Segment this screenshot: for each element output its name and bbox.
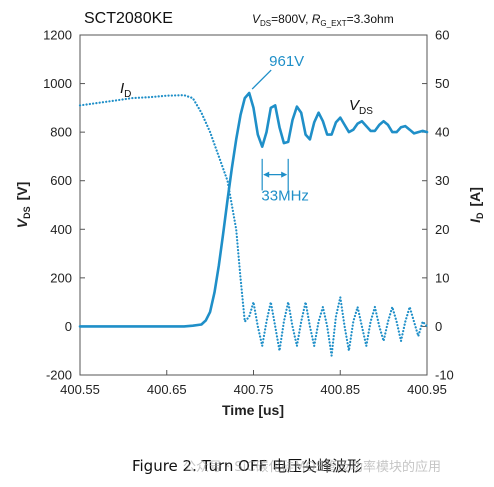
right-y-tick-label: 10 xyxy=(435,270,449,285)
right-y-tick-label: 40 xyxy=(435,125,449,140)
right-y-axis-ticks: -10 0 10 20 30 40 50 60 xyxy=(422,28,454,383)
right-y-tick-label: -10 xyxy=(435,368,454,383)
x-axis-label: Time [us] xyxy=(222,402,284,418)
peak-arrow xyxy=(251,69,272,90)
left-y-axis-label: VDS[V] xyxy=(14,182,32,229)
left-y-tick-label: 1200 xyxy=(43,28,72,43)
series-group xyxy=(78,91,429,357)
period-arrowhead-right xyxy=(281,171,288,178)
series-label-vds: VDS xyxy=(349,97,373,117)
watermark: 公众号 · SiC碳化硅MOS管及功率模块的应用 xyxy=(183,460,442,475)
x-tick-label: 400.85 xyxy=(320,382,360,397)
x-axis-ticks: 400.55 400.65 400.75 400.85 400.95 xyxy=(60,370,447,397)
series-line-vds xyxy=(78,91,429,328)
annotations: 961V 33MHz xyxy=(251,53,309,205)
x-tick-label: 400.65 xyxy=(147,382,187,397)
x-tick-label: 400.95 xyxy=(407,382,447,397)
figure-caption: Figure 2. Turn OFF 电压尖峰波形 xyxy=(131,457,363,475)
peak-annotation: 961V xyxy=(269,53,304,70)
series-line-id xyxy=(78,94,429,357)
x-tick-label: 400.55 xyxy=(60,382,100,397)
right-y-tick-label: 0 xyxy=(435,319,442,334)
right-y-tick-label: 60 xyxy=(435,28,449,43)
right-y-tick-label: 30 xyxy=(435,173,449,188)
period-arrowhead-left xyxy=(263,171,270,178)
left-y-tick-label: 200 xyxy=(50,270,72,285)
series-label-id: ID xyxy=(120,80,131,100)
test-conditions: VDS=800V, RG_EXT=3.3ohm xyxy=(252,12,394,28)
left-y-tick-label: -200 xyxy=(46,368,72,383)
frequency-annotation: 33MHz xyxy=(261,188,309,205)
left-y-tick-label: 1000 xyxy=(43,76,72,91)
right-y-axis-label: ID[A] xyxy=(467,187,485,223)
right-y-tick-label: 20 xyxy=(435,222,449,237)
plot-area xyxy=(79,34,428,376)
left-y-tick-label: 600 xyxy=(50,173,72,188)
x-tick-label: 400.75 xyxy=(234,382,274,397)
chart-title: SCT2080KE xyxy=(84,10,173,27)
left-y-axis-ticks: -200 0 200 400 600 800 1000 1200 xyxy=(43,28,85,383)
right-y-tick-label: 50 xyxy=(435,76,449,91)
left-y-tick-label: 800 xyxy=(50,125,72,140)
left-y-tick-label: 400 xyxy=(50,222,72,237)
left-y-tick-label: 0 xyxy=(65,319,72,334)
